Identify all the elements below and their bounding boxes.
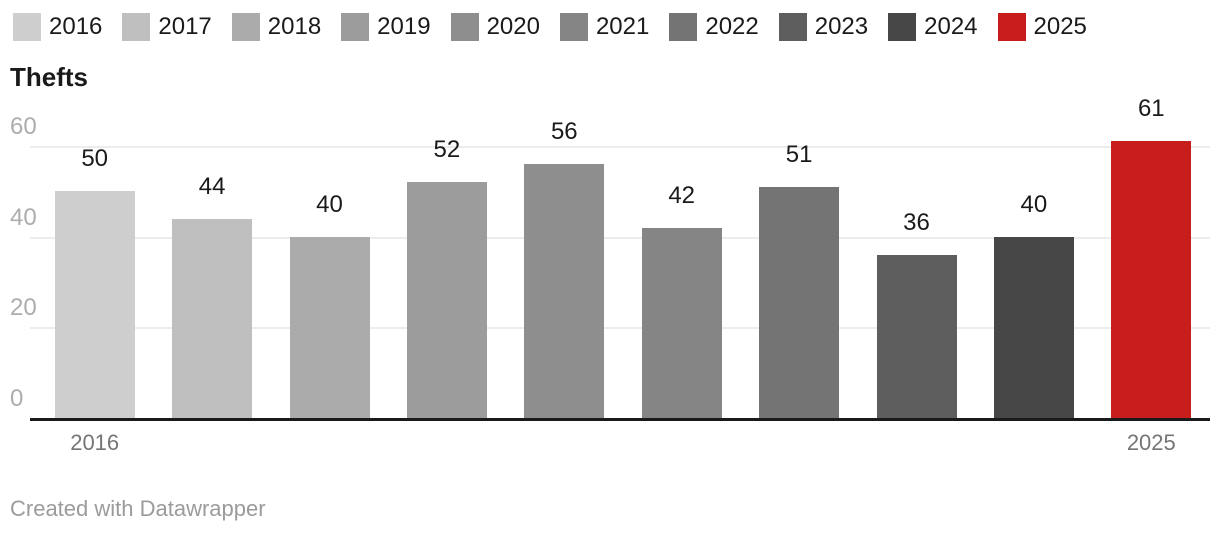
value-label-2020: 56 (550, 118, 578, 145)
legend-item-2019: 2019 (341, 13, 431, 41)
x-axis-tick-2025: 2025 (1126, 430, 1176, 455)
y-axis-tick-20: 20 (10, 294, 37, 321)
legend-label: 2017 (158, 13, 212, 40)
legend-label: 2020 (486, 13, 540, 40)
bar-2023[interactable] (876, 254, 957, 418)
legend-swatch-2023 (778, 13, 807, 41)
legend-item-2017: 2017 (122, 13, 212, 41)
legend-swatch-2018 (231, 13, 260, 41)
legend-item-2018: 2018 (231, 13, 322, 41)
legend-swatch-2024 (888, 13, 917, 41)
legend-swatch-2021 (559, 13, 588, 41)
legend-swatch-2017 (122, 13, 151, 41)
bar-2018[interactable] (289, 236, 370, 418)
gridline-y-60 (30, 146, 1210, 148)
y-axis-tick-0: 0 (10, 385, 24, 412)
y-axis-tick-40: 40 (10, 204, 37, 231)
legend-item-2025: 2025 (997, 13, 1087, 41)
datawrapper-credit[interactable]: Created with Datawrapper (10, 496, 266, 521)
bar-2025[interactable] (1111, 141, 1192, 418)
legend-swatch-2020 (450, 13, 479, 41)
value-label-2025: 61 (1137, 95, 1165, 123)
legend-label: 2025 (1033, 13, 1087, 40)
value-label-2019: 52 (433, 136, 461, 164)
bar-2022[interactable] (759, 186, 840, 418)
legend-label: 2024 (924, 13, 978, 40)
value-label-2016: 50 (81, 145, 109, 173)
bar-2024[interactable] (993, 236, 1074, 418)
legend-item-2016: 2016 (13, 13, 102, 41)
value-label-2023: 36 (903, 208, 930, 236)
bar-2017[interactable] (172, 218, 253, 418)
value-label-2021: 42 (668, 181, 696, 209)
value-label-2018: 40 (316, 190, 343, 218)
chart-title: Thefts (10, 62, 88, 92)
legend-swatch-2022 (669, 13, 698, 41)
value-label-2022: 51 (785, 140, 813, 168)
legend-item-2021: 2021 (559, 13, 650, 41)
bar-2021[interactable] (641, 227, 722, 418)
x-axis-tick-2016: 2016 (70, 430, 120, 455)
legend-item-2024: 2024 (888, 13, 978, 41)
legend: 2016 2017 2018 2019 2020 2021 2022 2023 2024 2025 (13, 13, 1087, 41)
bar-2019[interactable] (406, 182, 487, 418)
value-label-2017: 44 (198, 172, 226, 200)
bar-2016[interactable] (54, 191, 135, 419)
legend-swatch-2025 (997, 13, 1026, 41)
legend-label: 2023 (814, 13, 869, 40)
legend-swatch-2016 (13, 13, 41, 41)
legend-label: 2016 (49, 13, 103, 40)
gridline-y-20 (30, 327, 1210, 329)
value-label-2024: 40 (1020, 190, 1048, 218)
legend-item-2020: 2020 (450, 13, 540, 41)
x-axis-baseline (30, 418, 1210, 421)
y-axis-tick-60: 60 (10, 113, 37, 140)
legend-item-2022: 2022 (669, 13, 759, 41)
legend-item-2023: 2023 (778, 13, 869, 41)
legend-swatch-2019 (341, 13, 370, 41)
legend-label: 2019 (377, 13, 431, 40)
legend-label: 2021 (595, 13, 650, 40)
legend-label: 2022 (705, 13, 759, 40)
bar-2020[interactable] (524, 164, 605, 418)
gridline-y-40 (30, 237, 1210, 239)
legend-label: 2018 (267, 13, 322, 40)
